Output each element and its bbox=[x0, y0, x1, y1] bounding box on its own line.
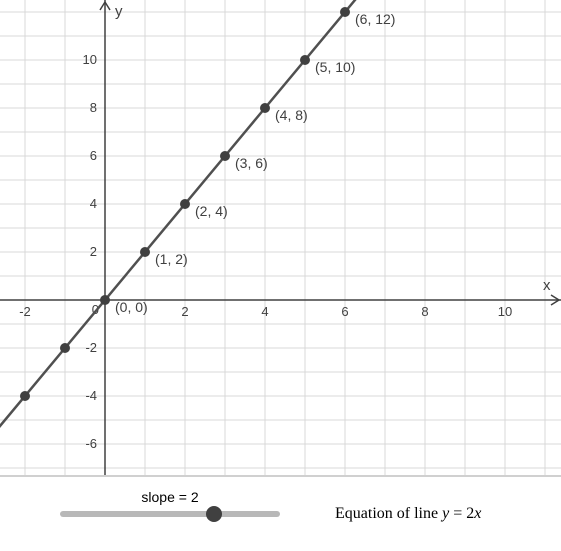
slope-slider[interactable]: slope = 2 bbox=[60, 511, 280, 517]
svg-text:(0, 0): (0, 0) bbox=[115, 299, 148, 315]
svg-text:x: x bbox=[543, 277, 551, 294]
equation-text: Equation of line y = 2x bbox=[335, 505, 481, 523]
svg-text:(3, 6): (3, 6) bbox=[235, 155, 268, 171]
svg-text:4: 4 bbox=[261, 304, 268, 319]
slider-track[interactable] bbox=[60, 511, 280, 517]
equation-prefix: Equation of line bbox=[335, 505, 442, 522]
svg-text:8: 8 bbox=[90, 100, 97, 115]
svg-text:(1, 2): (1, 2) bbox=[155, 251, 188, 267]
svg-text:-2: -2 bbox=[85, 340, 97, 355]
slider-thumb[interactable] bbox=[206, 506, 222, 522]
svg-text:y: y bbox=[115, 3, 123, 20]
svg-text:6: 6 bbox=[341, 304, 348, 319]
equation-equals: = 2 bbox=[449, 505, 474, 522]
svg-text:4: 4 bbox=[90, 196, 97, 211]
chart-area: -2246810-6-4-22468100xy(0, 0)(1, 2)(2, 4… bbox=[0, 0, 561, 475]
svg-text:(4, 8): (4, 8) bbox=[275, 107, 308, 123]
svg-text:6: 6 bbox=[90, 148, 97, 163]
svg-text:(2, 4): (2, 4) bbox=[195, 203, 228, 219]
slider-label: slope = 2 bbox=[141, 489, 198, 505]
svg-text:-6: -6 bbox=[85, 436, 97, 451]
svg-text:-4: -4 bbox=[85, 388, 97, 403]
svg-text:8: 8 bbox=[421, 304, 428, 319]
svg-text:-2: -2 bbox=[19, 304, 31, 319]
svg-text:10: 10 bbox=[83, 52, 97, 67]
equation-x: x bbox=[474, 505, 481, 522]
svg-text:(6, 12): (6, 12) bbox=[355, 11, 395, 27]
svg-text:10: 10 bbox=[498, 304, 512, 319]
svg-text:2: 2 bbox=[90, 244, 97, 259]
slider-area: slope = 2 Equation of line y = 2x bbox=[0, 475, 561, 551]
line-chart: -2246810-6-4-22468100xy(0, 0)(1, 2)(2, 4… bbox=[0, 0, 561, 475]
svg-text:(5, 10): (5, 10) bbox=[315, 59, 355, 75]
svg-text:2: 2 bbox=[181, 304, 188, 319]
